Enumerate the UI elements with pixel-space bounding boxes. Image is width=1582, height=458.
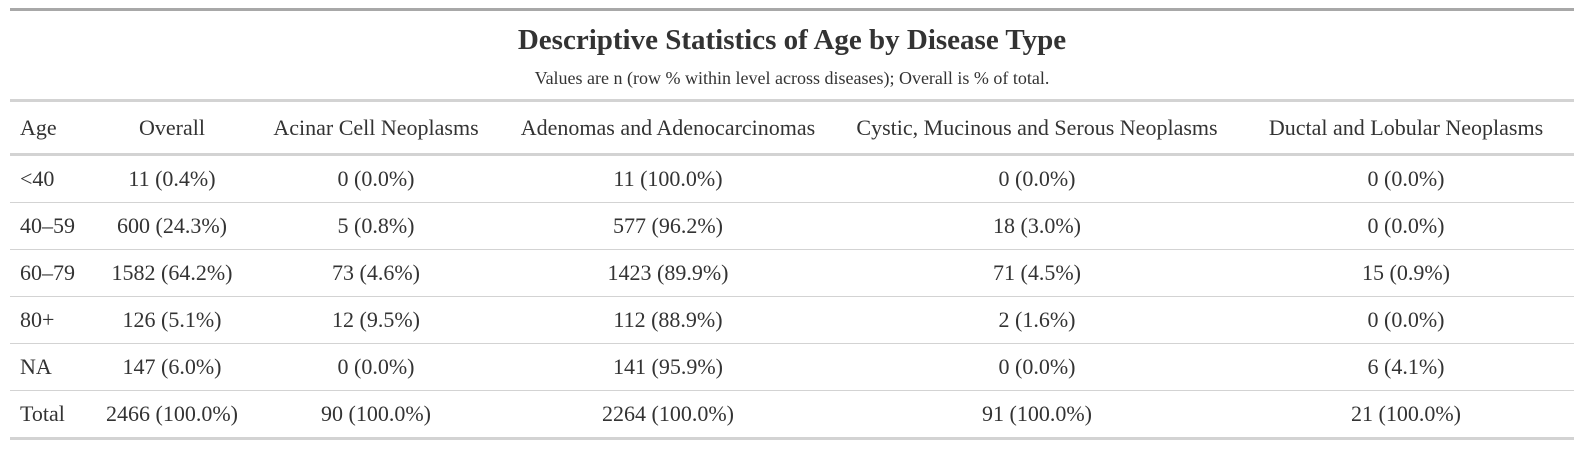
overall-cell: 2466 (100.0%)	[92, 390, 252, 440]
cystic-cell: 71 (4.5%)	[836, 249, 1238, 297]
header-top-rule	[10, 99, 1574, 102]
header-row: Age Overall Acinar Cell Neoplasms Adenom…	[10, 102, 1574, 156]
age-cell: <40	[10, 154, 92, 203]
age-cell: NA	[10, 343, 92, 391]
overall-cell: 147 (6.0%)	[92, 343, 252, 391]
table-row: Total 2466 (100.0%) 90 (100.0%) 2264 (100.0…	[10, 390, 1574, 440]
adenomas-cell: 11 (100.0%)	[500, 154, 836, 203]
table-title: Descriptive Statistics of Age by Disease…	[517, 24, 1067, 56]
age-cell: 40–59	[10, 202, 92, 250]
ductal-cell: 6 (4.1%)	[1238, 343, 1574, 391]
acinar-cell: 12 (9.5%)	[252, 296, 500, 344]
adenomas-cell: 112 (88.9%)	[500, 296, 836, 344]
cystic-cell: 2 (1.6%)	[836, 296, 1238, 344]
ductal-cell: 0 (0.0%)	[1238, 154, 1574, 203]
age-stats-table: Age Overall Acinar Cell Neoplasms Adenom…	[10, 102, 1574, 440]
column-header-acinar: Acinar Cell Neoplasms	[252, 102, 500, 156]
adenomas-cell: 577 (96.2%)	[500, 202, 836, 250]
overall-cell: 1582 (64.2%)	[92, 249, 252, 297]
ductal-cell: 0 (0.0%)	[1238, 296, 1574, 344]
overall-cell: 600 (24.3%)	[92, 202, 252, 250]
adenomas-cell: 141 (95.9%)	[500, 343, 836, 391]
column-header-age: Age	[10, 102, 92, 156]
adenomas-cell: 1423 (89.9%)	[500, 249, 836, 297]
table-body: <40 11 (0.4%) 0 (0.0%) 11 (100.0%) 0 (0.0%) 0…	[10, 154, 1574, 440]
table-subtitle: Values are n (row % within level across …	[534, 68, 1050, 88]
table-row: <40 11 (0.4%) 0 (0.0%) 11 (100.0%) 0 (0.0%) 0…	[10, 154, 1574, 203]
column-header-ductal: Ductal and Lobular Neoplasms	[1238, 102, 1574, 156]
cystic-cell: 0 (0.0%)	[836, 343, 1238, 391]
cystic-cell: 0 (0.0%)	[836, 154, 1238, 203]
cystic-cell: 91 (100.0%)	[836, 390, 1238, 440]
ductal-cell: 0 (0.0%)	[1238, 202, 1574, 250]
adenomas-cell: 2264 (100.0%)	[500, 390, 836, 440]
table-row: 60–79 1582 (64.2%) 73 (4.6%) 1423 (89.9%) 71…	[10, 249, 1574, 297]
age-cell: 80+	[10, 296, 92, 344]
age-cell: Total	[10, 390, 92, 440]
ductal-cell: 15 (0.9%)	[1238, 249, 1574, 297]
table-row: NA 147 (6.0%) 0 (0.0%) 141 (95.9%) 0 (0.0%) 6…	[10, 343, 1574, 391]
overall-cell: 11 (0.4%)	[92, 154, 252, 203]
stats-table-container: Descriptive Statistics of Age by Disease…	[10, 8, 1574, 440]
age-cell: 60–79	[10, 249, 92, 297]
acinar-cell: 73 (4.6%)	[252, 249, 500, 297]
overall-cell: 126 (5.1%)	[92, 296, 252, 344]
acinar-cell: 90 (100.0%)	[252, 390, 500, 440]
acinar-cell: 5 (0.8%)	[252, 202, 500, 250]
table-row: 40–59 600 (24.3%) 5 (0.8%) 577 (96.2%) 18 (3…	[10, 202, 1574, 250]
ductal-cell: 21 (100.0%)	[1238, 390, 1574, 440]
cystic-cell: 18 (3.0%)	[836, 202, 1238, 250]
column-header-cystic: Cystic, Mucinous and Serous Neoplasms	[836, 102, 1238, 156]
table-row: 80+ 126 (5.1%) 12 (9.5%) 112 (88.9%) 2 (1.6%…	[10, 296, 1574, 344]
acinar-cell: 0 (0.0%)	[252, 154, 500, 203]
column-header-adenomas: Adenomas and Adenocarcinomas	[500, 102, 836, 156]
acinar-cell: 0 (0.0%)	[252, 343, 500, 391]
top-rule	[10, 8, 1574, 11]
column-header-overall: Overall	[92, 102, 252, 156]
